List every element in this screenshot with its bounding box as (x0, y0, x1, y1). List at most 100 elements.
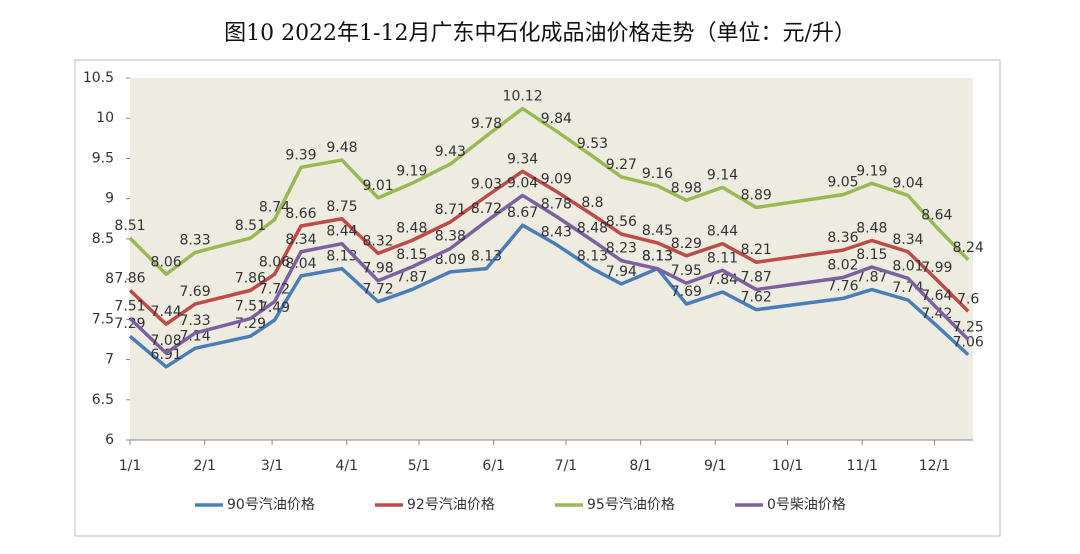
y-tick-label: 6.5 (92, 392, 114, 408)
data-label: 7.87 (396, 270, 427, 286)
data-label: 8.64 (921, 208, 952, 224)
data-label: 9.03 (471, 176, 502, 192)
data-label: 8.71 (435, 202, 466, 218)
data-label: 7.99 (921, 260, 952, 276)
data-label: 9.84 (541, 111, 572, 127)
data-label: 8.13 (642, 249, 673, 265)
data-label: 8.66 (285, 206, 316, 222)
data-label: 9.04 (507, 175, 538, 191)
plot-area (130, 78, 973, 440)
data-label: 8.13 (642, 249, 673, 265)
data-label: 8.06 (259, 254, 290, 270)
y-tick-label: 10.5 (83, 70, 114, 86)
data-label: 9.53 (577, 136, 608, 152)
data-label: 7.51 (235, 299, 266, 315)
data-label: 8.11 (707, 250, 738, 266)
data-label: 8.78 (541, 196, 572, 212)
data-label: 10.12 (503, 89, 543, 105)
data-label: 8.51 (235, 218, 266, 234)
data-label: 9.39 (285, 147, 316, 163)
data-label: 7.62 (741, 290, 772, 306)
data-label: 7.44 (151, 304, 182, 320)
x-tick-label: 3/1 (261, 458, 284, 474)
series-line (128, 223, 970, 369)
data-label: 8.98 (671, 180, 702, 196)
data-label: 8.44 (707, 224, 738, 240)
data-label: 8.24 (953, 240, 984, 256)
legend-label: 92号汽油价格 (407, 497, 495, 513)
x-tick-label: 10/1 (772, 458, 803, 474)
x-tick-label: 7/1 (555, 458, 578, 474)
data-label: 9.04 (892, 175, 923, 191)
data-label: 8.15 (856, 247, 887, 263)
y-tick-label: 9 (105, 191, 114, 207)
x-tick-label: 8/1 (629, 458, 652, 474)
data-label: 7.51 (114, 299, 145, 315)
x-tick-label: 9/1 (704, 458, 727, 474)
data-label: 9.16 (642, 166, 673, 182)
x-tick-label: 2/1 (193, 458, 216, 474)
y-tick-label: 8 (105, 271, 114, 287)
data-label: 8.09 (435, 252, 466, 268)
data-label: 9.78 (471, 116, 502, 132)
y-tick-label: 8.5 (92, 231, 114, 247)
data-label: 8.13 (577, 249, 608, 265)
data-label: 7.49 (259, 300, 290, 316)
data-label: 9.19 (396, 163, 427, 179)
data-label: 9.27 (606, 157, 637, 173)
data-label: 8.74 (259, 200, 290, 216)
data-label: 8.02 (827, 258, 858, 274)
data-label: 8.15 (396, 247, 427, 263)
data-label: 7.64 (921, 288, 952, 304)
data-label: 7.95 (671, 263, 702, 279)
data-label: 8.43 (541, 225, 572, 241)
legend-label: 95号汽油价格 (587, 497, 675, 513)
data-label: 8.45 (642, 223, 673, 239)
data-label: 9.19 (856, 163, 887, 179)
data-label: 7.08 (151, 333, 182, 349)
y-tick-label: 10 (96, 110, 114, 126)
data-label: 8.32 (362, 233, 393, 249)
data-label: 8.01 (892, 258, 923, 274)
data-label: 7.72 (362, 282, 393, 298)
data-label: 8.13 (471, 249, 502, 265)
data-label: 8.72 (471, 201, 502, 217)
data-label: 8.89 (741, 188, 772, 204)
data-label: 8.67 (507, 205, 538, 221)
data-label: 7.72 (259, 282, 290, 298)
data-label: 7.87 (856, 270, 887, 286)
data-label: 7.87 (741, 270, 772, 286)
data-label: 7.25 (953, 319, 984, 335)
data-label: 8.36 (827, 230, 858, 246)
data-label: 8.33 (179, 233, 210, 249)
series-line (128, 193, 970, 355)
data-label: 9.14 (707, 167, 738, 183)
series-line (128, 106, 970, 277)
data-label: 7.06 (953, 335, 984, 351)
x-tick-label: 12/1 (919, 458, 950, 474)
x-tick-label: 1/1 (119, 458, 142, 474)
data-label: 8.48 (577, 220, 608, 236)
y-tick-label: 9.5 (92, 150, 114, 166)
y-tick-label: 7.5 (92, 311, 114, 327)
y-tick-label: 7 (105, 352, 114, 368)
data-label: 8.34 (892, 232, 923, 248)
data-label: 8.8 (581, 195, 603, 211)
data-label: 7.33 (179, 313, 210, 329)
data-label: 8.56 (606, 214, 637, 230)
data-label: 9.01 (362, 178, 393, 194)
x-tick-label: 11/1 (846, 458, 877, 474)
data-label: 8.34 (285, 232, 316, 248)
data-label: 7.86 (235, 270, 266, 286)
data-label: 8.44 (326, 224, 357, 240)
data-label: 8.21 (741, 242, 772, 258)
data-label: 9.05 (827, 175, 858, 191)
x-tick-label: 4/1 (336, 458, 359, 474)
legend-label: 90号汽油价格 (227, 497, 315, 513)
series-line (128, 169, 970, 326)
data-label: 8.29 (671, 236, 702, 252)
data-label: 8.48 (396, 220, 427, 236)
data-label: 8.38 (435, 229, 466, 245)
